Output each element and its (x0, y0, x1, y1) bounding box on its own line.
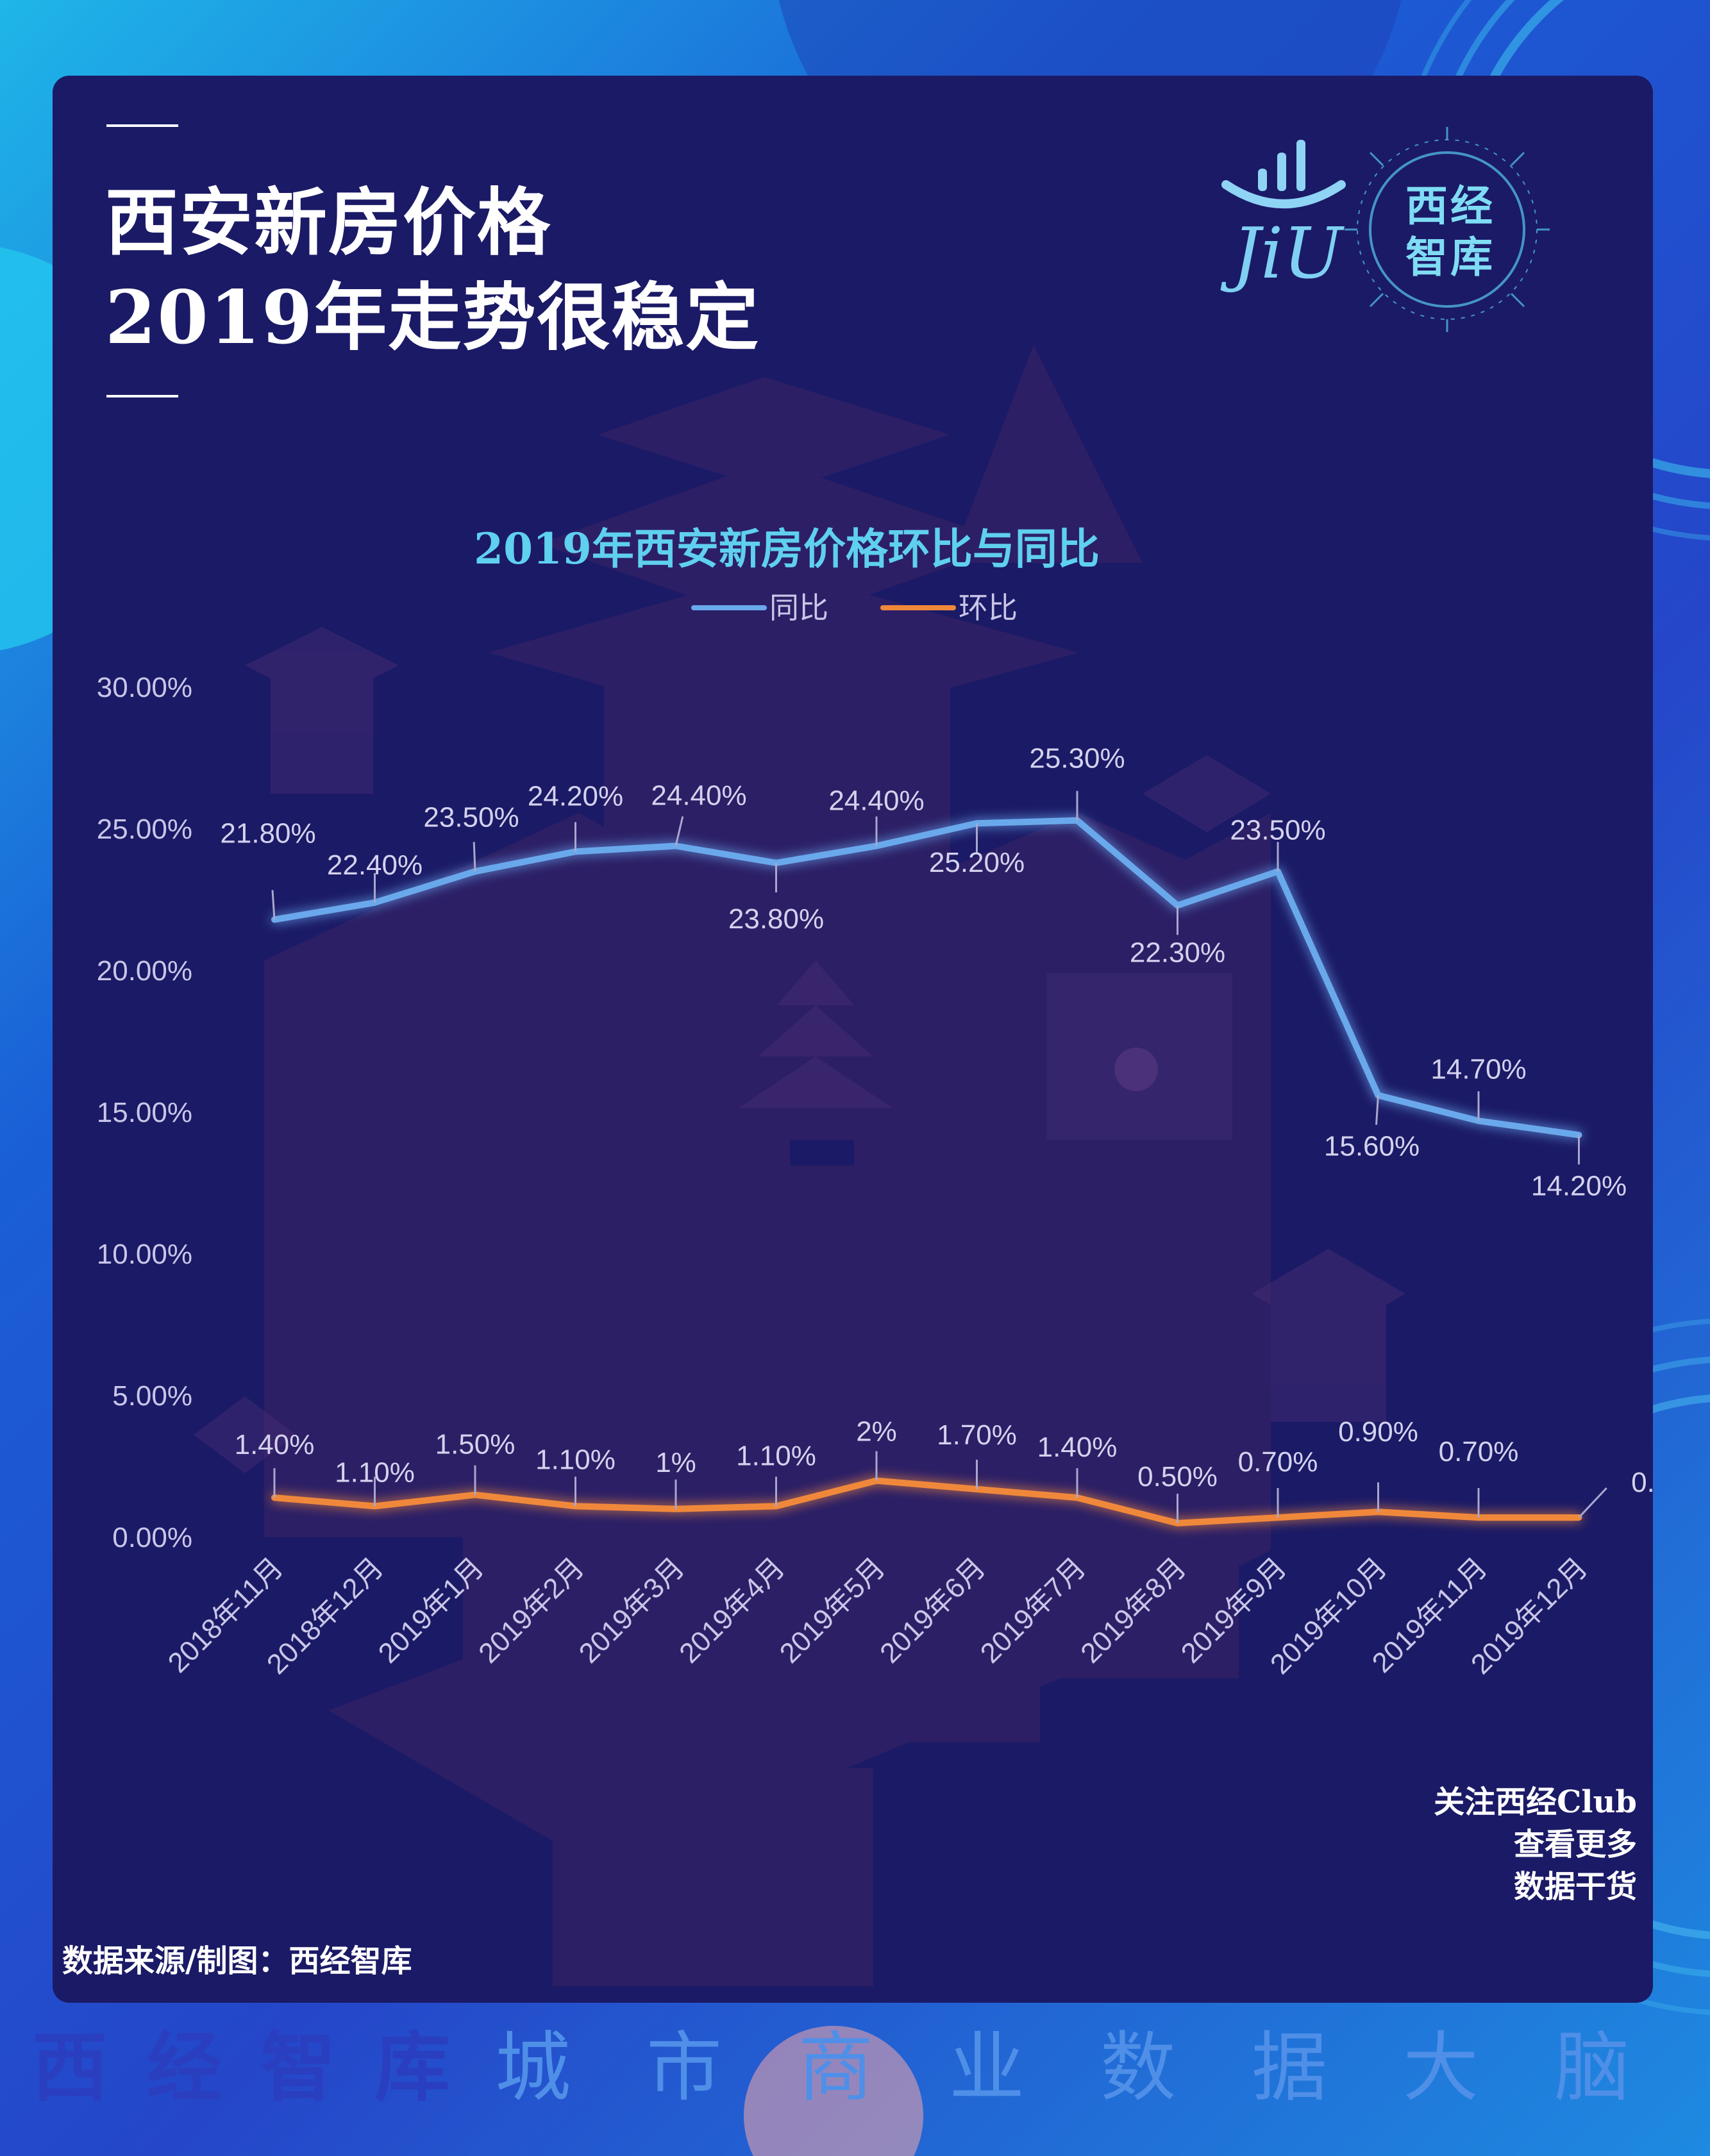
y-tick-label: 20.00% (97, 955, 192, 987)
data-label: 0.50% (1137, 1461, 1218, 1492)
x-tick-label: 2019年1月 (373, 1551, 490, 1669)
data-label: 1.10% (736, 1440, 816, 1471)
data-label: 1.10% (535, 1444, 616, 1475)
data-label: 1% (655, 1447, 696, 1478)
chart-title: 2019年西安新房价格环比与同比 (474, 524, 1100, 574)
data-label: 14.70% (1430, 1053, 1526, 1085)
data-label: 23.50% (1230, 814, 1325, 846)
data-label: 1.40% (235, 1429, 315, 1460)
title-rule-bottom (106, 395, 178, 397)
legend-label: 同比 (769, 591, 828, 624)
y-tick-label: 25.00% (97, 814, 192, 845)
x-tick-label: 2019年2月 (473, 1551, 590, 1669)
follow-line3: 数据干货 (1513, 1869, 1637, 1905)
x-tick-label: 2019年5月 (774, 1551, 891, 1669)
legend-label: 环比 (959, 591, 1018, 624)
slogan-tagline: 城市商业数据大脑 (495, 2023, 1706, 2112)
data-label: 24.40% (651, 780, 746, 812)
data-label: 2% (856, 1416, 897, 1448)
x-axis: 2018年11月2018年12月2019年1月2019年2月2019年3月201… (162, 1551, 1594, 1680)
data-label: 0.90% (1338, 1416, 1418, 1448)
follow-line1: 关注西经Club (1434, 1784, 1637, 1820)
page-title-line1: 西安新房价格 (105, 180, 552, 265)
series-line (271, 817, 1582, 1139)
data-label: 1.50% (435, 1429, 516, 1460)
data-label: 23.50% (423, 801, 519, 833)
follow-line2: 查看更多 (1513, 1826, 1637, 1862)
data-label: 1.40% (1037, 1432, 1118, 1463)
follow-prompt: 关注西经Club 查看更多 数据干货 (1434, 1781, 1637, 1908)
y-axis: 0.00% 5.00% 10.00% 15.00% 20.00% 25.00% 30.00% (97, 672, 192, 1553)
jiu-logo-text: JiU (1220, 212, 1345, 294)
y-tick-label: 15.00% (97, 1097, 192, 1128)
x-tick-label: 2019年8月 (1075, 1551, 1192, 1669)
data-label: 24.20% (528, 780, 623, 812)
data-label: 0.70% (1238, 1446, 1318, 1478)
jiu-logo-icon: JiU (1220, 140, 1346, 294)
leader-line (675, 816, 684, 846)
slogan-banner: 西经智库 城市商业数据大脑 (32, 2019, 1673, 2116)
leader-line (1375, 1095, 1379, 1125)
chart-series: 21.80%22.40%23.50%24.20% 24.40%23.80%24.4… (220, 743, 1653, 1526)
seal-logo-line2: 智库 (1405, 232, 1495, 282)
data-label: 25.20% (929, 847, 1025, 878)
data-label: 14.20% (1531, 1170, 1627, 1201)
x-tick-label: 2019年3月 (573, 1551, 691, 1669)
data-label: 24.40% (828, 785, 924, 817)
data-label: 25.30% (1029, 743, 1125, 774)
chart-legend: 同比 环比 (691, 591, 1018, 624)
main-panel: 西安新房价格 2019年走势很稳定 JiU 西经 智库 2019年西安新房价格环… (53, 76, 1653, 2003)
y-tick-label: 0.00% (112, 1522, 192, 1553)
leader-line (473, 842, 476, 872)
data-label: 23.80% (728, 903, 824, 935)
y-tick-label: 10.00% (97, 1239, 192, 1270)
x-tick-label: 2019年6月 (874, 1551, 991, 1669)
data-label: 15.60% (1324, 1130, 1420, 1162)
line-chart: 同比 环比 0.00% 5.00% 10.00% 15.00% 20.00% 25.00% 3… (97, 591, 1653, 1680)
slogan-brand: 西经智库 (32, 2023, 489, 2112)
data-label: 22.30% (1130, 937, 1225, 968)
series-line (271, 1477, 1582, 1526)
leader-line (271, 890, 276, 920)
data-label: 1.10% (335, 1457, 415, 1488)
leader-line (1578, 1487, 1607, 1519)
title-rule-top (106, 124, 178, 127)
seal-logo-icon (1345, 127, 1550, 332)
page-title-line2: 2019年走势很稳定 (105, 274, 760, 360)
data-label: 0.70% (1439, 1436, 1519, 1467)
data-label: 22.40% (327, 849, 423, 881)
y-tick-label: 30.00% (97, 672, 192, 703)
y-tick-label: 5.00% (112, 1380, 192, 1412)
data-label: 1.70% (937, 1419, 1017, 1451)
page-title: 西安新房价格 2019年走势很稳定 (105, 175, 760, 365)
seal-logo-line1: 西经 (1405, 181, 1495, 231)
x-tick-label: 2019年7月 (975, 1551, 1092, 1669)
x-tick-label: 2019年4月 (673, 1551, 791, 1669)
data-label: 21.80% (220, 817, 315, 849)
data-label: 0.70% (1631, 1467, 1653, 1498)
data-source: 数据来源/制图：西经智库 (62, 1943, 412, 1979)
